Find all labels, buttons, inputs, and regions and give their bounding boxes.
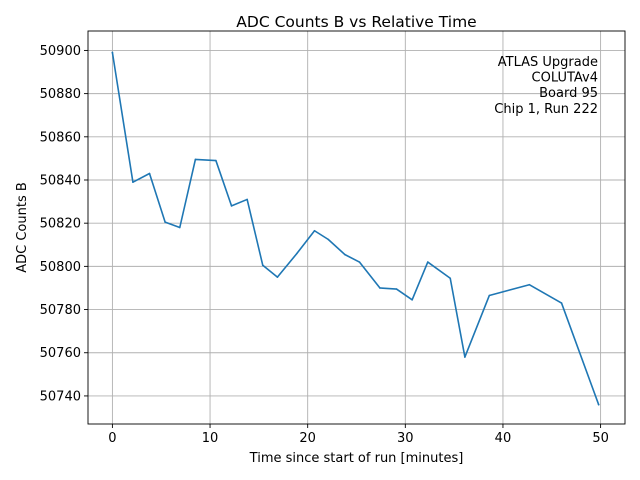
data-point bbox=[395, 288, 398, 290]
y-tick-label: 50860 bbox=[40, 130, 81, 145]
annotation-box: ATLAS Upgrade COLUTAv4 Board 95 Chip 1, … bbox=[494, 55, 598, 117]
data-point bbox=[597, 403, 600, 406]
data-point bbox=[358, 261, 361, 263]
data-point bbox=[343, 253, 346, 256]
axis-ticks: 0 10 20 30 40 50 50740 50760 50780 50800 50820 5084… bbox=[40, 44, 609, 446]
annotation-line: COLUTAv4 bbox=[532, 71, 598, 86]
annotation-line: Chip 1, Run 222 bbox=[494, 102, 598, 117]
data-point bbox=[194, 158, 197, 161]
y-tick-label: 50880 bbox=[40, 87, 81, 102]
data-point bbox=[313, 229, 316, 232]
y-tick-label: 50740 bbox=[40, 389, 81, 404]
data-point bbox=[261, 264, 264, 267]
y-axis-title: ADC Counts B bbox=[15, 182, 30, 273]
y-tick-label: 50760 bbox=[40, 346, 81, 361]
annotation-line: ATLAS Upgrade bbox=[498, 55, 598, 70]
data-point bbox=[379, 287, 381, 289]
data-point bbox=[488, 294, 491, 297]
data-point bbox=[426, 261, 429, 263]
data-point bbox=[132, 181, 134, 183]
data-point bbox=[164, 221, 166, 223]
y-tick-label: 50840 bbox=[40, 173, 81, 188]
data-point bbox=[230, 205, 233, 207]
series-line bbox=[111, 51, 600, 406]
data-point bbox=[464, 356, 466, 358]
data-point bbox=[148, 172, 151, 175]
series-layer bbox=[111, 51, 600, 406]
data-point bbox=[411, 299, 413, 301]
grid bbox=[88, 31, 625, 424]
x-axis-title: Time since start of run [minutes] bbox=[249, 451, 464, 466]
data-point bbox=[178, 226, 181, 229]
data-point bbox=[276, 276, 279, 278]
data-point bbox=[246, 198, 248, 201]
data-point bbox=[528, 283, 531, 286]
plot-frame bbox=[87, 30, 626, 425]
data-point bbox=[560, 302, 563, 304]
x-tick-label: 30 bbox=[397, 431, 414, 446]
x-tick-label: 40 bbox=[495, 431, 512, 446]
x-tick-label: 50 bbox=[592, 431, 609, 446]
y-tick-label: 50900 bbox=[40, 44, 81, 59]
y-tick-label: 50800 bbox=[40, 260, 81, 275]
data-point bbox=[449, 277, 452, 280]
x-tick-label: 10 bbox=[202, 431, 219, 446]
data-point bbox=[111, 51, 114, 54]
x-tick-label: 0 bbox=[108, 431, 116, 446]
y-tick-label: 50780 bbox=[40, 303, 81, 318]
data-point bbox=[215, 159, 217, 162]
data-point bbox=[296, 252, 298, 255]
y-tick-label: 50820 bbox=[40, 217, 81, 232]
chart-title: ADC Counts B vs Relative Time bbox=[236, 13, 476, 31]
x-tick-label: 20 bbox=[299, 431, 316, 446]
annotation-line: Board 95 bbox=[539, 86, 598, 101]
data-point bbox=[327, 238, 329, 241]
